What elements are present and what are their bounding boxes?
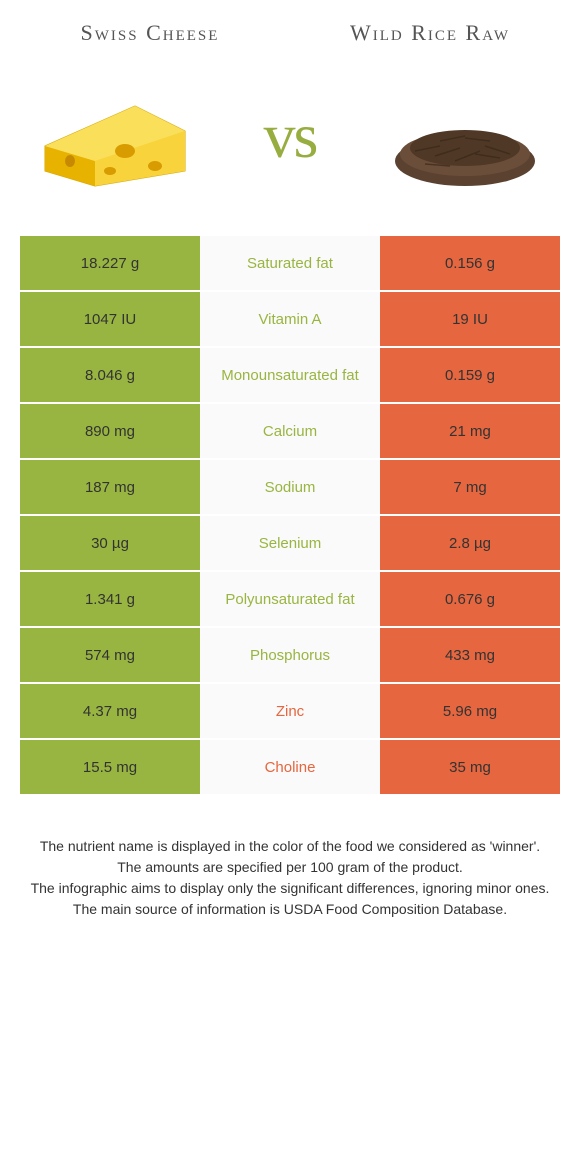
nutrient-name-cell: Saturated fat xyxy=(200,236,380,290)
right-value-cell: 35 mg xyxy=(380,740,560,794)
left-value-cell: 15.5 mg xyxy=(20,740,200,794)
left-value-cell: 4.37 mg xyxy=(20,684,200,738)
footer-line-2: The amounts are specified per 100 gram o… xyxy=(30,857,550,878)
table-row: 1047 IUVitamin A19 IU xyxy=(20,292,560,348)
right-value-cell: 0.156 g xyxy=(380,236,560,290)
cheese-icon xyxy=(30,66,200,206)
images-row: vs xyxy=(0,56,580,236)
rice-icon xyxy=(380,66,550,206)
right-value-cell: 2.8 µg xyxy=(380,516,560,570)
right-value-cell: 0.676 g xyxy=(380,572,560,626)
left-value-cell: 890 mg xyxy=(20,404,200,458)
nutrient-name-cell: Zinc xyxy=(200,684,380,738)
nutrient-name-cell: Phosphorus xyxy=(200,628,380,682)
right-value-cell: 0.159 g xyxy=(380,348,560,402)
nutrient-name-cell: Choline xyxy=(200,740,380,794)
left-value-cell: 1047 IU xyxy=(20,292,200,346)
table-row: 890 mgCalcium21 mg xyxy=(20,404,560,460)
left-food-title: Swiss Cheese xyxy=(50,20,250,46)
table-row: 4.37 mgZinc5.96 mg xyxy=(20,684,560,740)
left-value-cell: 187 mg xyxy=(20,460,200,514)
right-value-cell: 21 mg xyxy=(380,404,560,458)
footer-line-1: The nutrient name is displayed in the co… xyxy=(30,836,550,857)
right-value-cell: 433 mg xyxy=(380,628,560,682)
table-row: 18.227 gSaturated fat0.156 g xyxy=(20,236,560,292)
vs-label: vs xyxy=(264,99,317,173)
footer-line-3: The infographic aims to display only the… xyxy=(30,878,550,899)
right-value-cell: 7 mg xyxy=(380,460,560,514)
nutrient-name-cell: Selenium xyxy=(200,516,380,570)
footer-line-4: The main source of information is USDA F… xyxy=(30,899,550,920)
table-row: 30 µgSelenium2.8 µg xyxy=(20,516,560,572)
footer-notes: The nutrient name is displayed in the co… xyxy=(0,796,580,940)
table-row: 1.341 gPolyunsaturated fat0.676 g xyxy=(20,572,560,628)
table-row: 187 mgSodium7 mg xyxy=(20,460,560,516)
right-value-cell: 19 IU xyxy=(380,292,560,346)
right-value-cell: 5.96 mg xyxy=(380,684,560,738)
nutrient-name-cell: Monounsaturated fat xyxy=(200,348,380,402)
table-row: 15.5 mgCholine35 mg xyxy=(20,740,560,796)
nutrient-name-cell: Sodium xyxy=(200,460,380,514)
right-food-title: Wild Rice Raw xyxy=(330,20,530,46)
nutrient-name-cell: Vitamin A xyxy=(200,292,380,346)
header-row: Swiss Cheese Wild Rice Raw xyxy=(0,0,580,56)
nutrient-name-cell: Polyunsaturated fat xyxy=(200,572,380,626)
nutrient-name-cell: Calcium xyxy=(200,404,380,458)
left-value-cell: 8.046 g xyxy=(20,348,200,402)
left-value-cell: 1.341 g xyxy=(20,572,200,626)
left-value-cell: 574 mg xyxy=(20,628,200,682)
left-value-cell: 18.227 g xyxy=(20,236,200,290)
table-row: 574 mgPhosphorus433 mg xyxy=(20,628,560,684)
left-value-cell: 30 µg xyxy=(20,516,200,570)
nutrient-table: 18.227 gSaturated fat0.156 g1047 IUVitam… xyxy=(20,236,560,796)
table-row: 8.046 gMonounsaturated fat0.159 g xyxy=(20,348,560,404)
